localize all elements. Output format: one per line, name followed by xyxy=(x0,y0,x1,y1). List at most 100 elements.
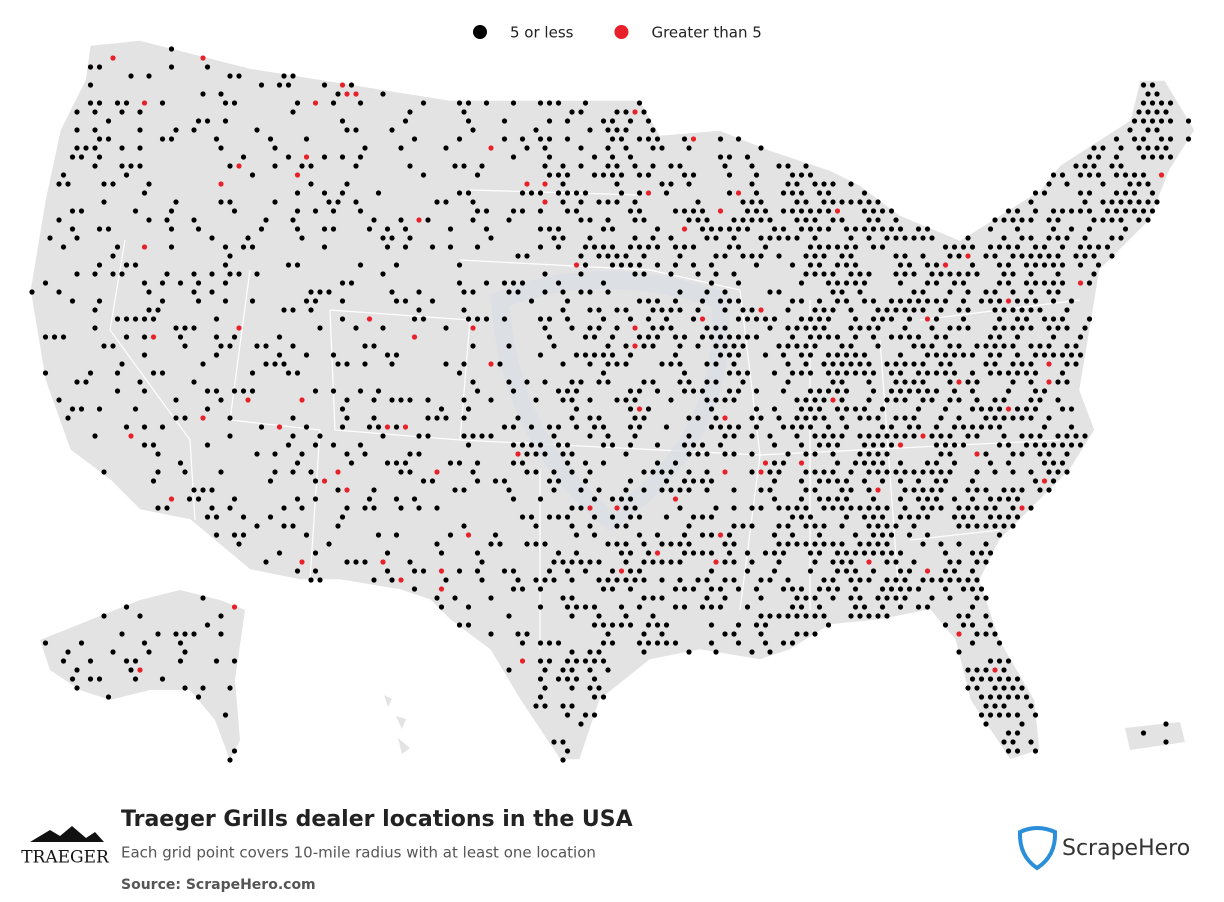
dot xyxy=(749,523,755,529)
dot xyxy=(123,604,130,610)
dot xyxy=(159,280,166,286)
dot xyxy=(596,379,602,385)
dot xyxy=(474,388,481,394)
dot xyxy=(1046,343,1052,349)
dot xyxy=(956,631,962,637)
dot xyxy=(636,406,643,412)
dot xyxy=(609,136,616,142)
dot xyxy=(978,406,985,412)
dot xyxy=(96,298,103,304)
dot xyxy=(1077,280,1084,286)
dot xyxy=(618,172,625,178)
dot xyxy=(164,271,170,277)
dot xyxy=(83,145,89,151)
dot xyxy=(960,424,967,430)
dot xyxy=(1023,406,1030,412)
dot xyxy=(569,667,575,673)
dot xyxy=(798,514,805,520)
dot xyxy=(614,523,620,529)
dot xyxy=(609,226,616,232)
dot xyxy=(137,145,143,151)
dot xyxy=(870,244,877,250)
dot xyxy=(560,451,566,457)
dot xyxy=(564,460,571,466)
dot xyxy=(290,469,296,475)
dot xyxy=(978,586,985,592)
dot xyxy=(398,217,404,223)
dot xyxy=(888,532,895,538)
dot xyxy=(213,658,220,664)
dot xyxy=(956,379,962,385)
dot xyxy=(681,586,688,592)
dot xyxy=(731,361,737,367)
dot xyxy=(1028,379,1034,385)
dot xyxy=(1145,145,1151,151)
dot xyxy=(825,586,832,592)
dot xyxy=(1046,379,1052,385)
dot xyxy=(1005,388,1012,394)
dot xyxy=(447,226,454,232)
dot xyxy=(105,226,112,232)
dot xyxy=(609,154,616,160)
dot xyxy=(726,154,733,160)
dot xyxy=(623,613,629,619)
dot xyxy=(636,208,643,214)
dot xyxy=(663,478,670,484)
dot xyxy=(1010,739,1016,745)
dot xyxy=(884,361,890,367)
dot xyxy=(1091,145,1097,151)
dot xyxy=(263,217,269,223)
dot xyxy=(42,334,49,340)
dot xyxy=(902,307,908,313)
dot xyxy=(560,289,566,295)
dot xyxy=(969,244,976,250)
dot xyxy=(542,271,548,277)
dot xyxy=(1028,433,1034,439)
dot xyxy=(1005,676,1012,682)
dot xyxy=(767,577,773,583)
dot xyxy=(1073,361,1079,367)
dot xyxy=(893,307,899,313)
dot xyxy=(645,118,652,124)
dot xyxy=(686,415,692,421)
dot xyxy=(947,289,953,295)
dot xyxy=(519,460,526,466)
dot xyxy=(1109,253,1115,259)
dot xyxy=(132,316,139,322)
dot xyxy=(416,505,422,511)
dot xyxy=(834,586,841,592)
dot xyxy=(402,118,409,124)
dot xyxy=(848,505,854,511)
dot xyxy=(722,415,728,421)
dot xyxy=(1019,415,1025,421)
dot xyxy=(924,460,931,466)
dot xyxy=(231,496,238,502)
dot xyxy=(902,415,908,421)
dot xyxy=(911,415,917,421)
dot xyxy=(834,244,841,250)
dot xyxy=(803,271,809,277)
dot xyxy=(213,352,220,358)
dot xyxy=(182,343,188,349)
dot xyxy=(1059,442,1066,448)
dot xyxy=(713,325,719,331)
dot xyxy=(812,307,818,313)
dot xyxy=(821,325,827,331)
dot xyxy=(443,325,449,331)
dot xyxy=(123,424,130,430)
dot xyxy=(330,442,337,448)
dot xyxy=(371,577,377,583)
dot xyxy=(452,487,458,493)
dot xyxy=(1113,136,1120,142)
dot xyxy=(249,298,256,304)
dot xyxy=(1050,316,1057,322)
dot xyxy=(402,298,409,304)
dot xyxy=(933,388,940,394)
dot xyxy=(1082,163,1088,169)
dot xyxy=(461,289,467,295)
dot xyxy=(857,433,863,439)
dot xyxy=(884,469,890,475)
dot xyxy=(92,109,98,115)
dot xyxy=(1059,370,1066,376)
dot xyxy=(258,82,265,88)
